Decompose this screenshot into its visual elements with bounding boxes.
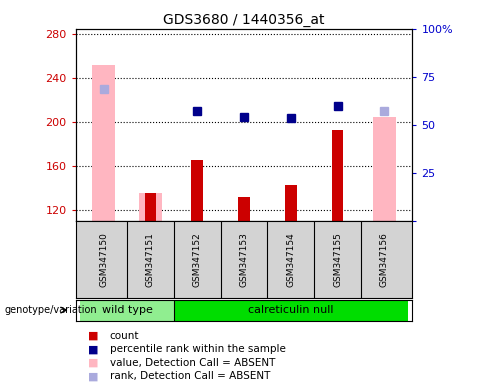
- Bar: [285, 185, 297, 221]
- Bar: [174, 300, 407, 321]
- Text: ■: ■: [88, 344, 99, 354]
- Bar: [238, 197, 250, 221]
- Bar: [373, 117, 396, 221]
- Text: rank, Detection Call = ABSENT: rank, Detection Call = ABSENT: [110, 371, 270, 381]
- Text: calreticulin null: calreticulin null: [248, 305, 333, 315]
- Text: GSM347154: GSM347154: [286, 232, 295, 286]
- Text: GDS3680 / 1440356_at: GDS3680 / 1440356_at: [163, 13, 325, 27]
- Text: GSM347152: GSM347152: [193, 232, 202, 286]
- Text: GSM347150: GSM347150: [99, 232, 108, 286]
- Bar: [332, 130, 344, 221]
- Text: GSM347151: GSM347151: [146, 232, 155, 286]
- Text: value, Detection Call = ABSENT: value, Detection Call = ABSENT: [110, 358, 275, 368]
- Bar: [144, 194, 156, 221]
- Text: percentile rank within the sample: percentile rank within the sample: [110, 344, 285, 354]
- Text: ■: ■: [88, 358, 99, 368]
- Bar: [191, 161, 203, 221]
- Text: count: count: [110, 331, 139, 341]
- Text: genotype/variation: genotype/variation: [5, 305, 98, 315]
- Text: GSM347155: GSM347155: [333, 232, 342, 286]
- Text: GSM347156: GSM347156: [380, 232, 389, 286]
- Bar: [81, 300, 174, 321]
- Text: wild type: wild type: [102, 305, 153, 315]
- Text: ■: ■: [88, 371, 99, 381]
- Bar: [92, 65, 115, 221]
- Text: ■: ■: [88, 331, 99, 341]
- Text: GSM347153: GSM347153: [240, 232, 248, 286]
- Bar: [139, 194, 162, 221]
